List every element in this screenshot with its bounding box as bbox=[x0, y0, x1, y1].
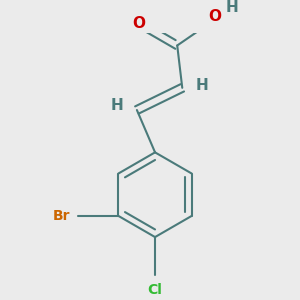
Text: O: O bbox=[208, 9, 221, 24]
Text: O: O bbox=[132, 16, 146, 31]
Text: H: H bbox=[110, 98, 123, 113]
Text: H: H bbox=[225, 0, 238, 15]
Text: Br: Br bbox=[53, 209, 70, 223]
Text: H: H bbox=[196, 78, 209, 93]
Text: Cl: Cl bbox=[148, 283, 163, 296]
